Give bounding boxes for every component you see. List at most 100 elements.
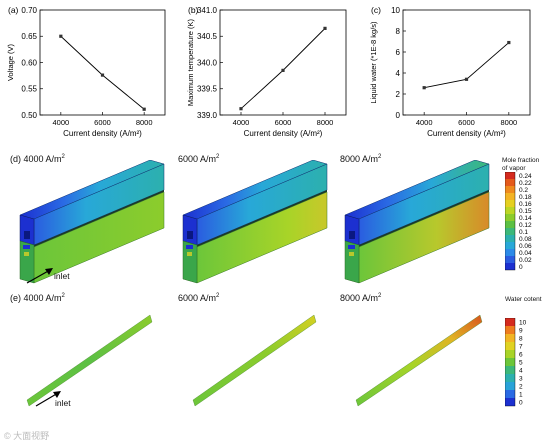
data-point — [239, 107, 243, 111]
chart-c: 0 2 4 6 8 10 4000 6000 8000 Current density (A/m²… — [369, 5, 531, 138]
vapor-fraction-renderings — [19, 160, 490, 284]
colorbar-tick-label: 0.14 — [519, 215, 532, 222]
colorbar-tick-label: 6 — [519, 351, 523, 358]
colorbar-frame — [505, 318, 516, 407]
colorbar-swatch — [505, 193, 515, 200]
membrane-line — [359, 190, 489, 247]
y-tick-label: 0.65 — [21, 32, 37, 41]
colorbar-swatch — [505, 235, 515, 242]
colorbar-tick-label: 8 — [519, 335, 523, 342]
data-point — [142, 107, 146, 111]
panel-e-label-8000: 8000 A/m2 — [340, 293, 382, 303]
y-axis-label: Voltage (V) — [6, 43, 15, 81]
y-tick-label: 0.50 — [21, 111, 37, 120]
y-tick-label: 0.70 — [21, 6, 37, 15]
membrane-strip-6000 — [192, 314, 317, 407]
y-tick-label: 0.55 — [21, 85, 37, 94]
y-tick-label: 8 — [396, 27, 401, 36]
colorbar-swatch — [505, 200, 515, 207]
colorbar-frame — [505, 172, 516, 271]
end-channel-gas — [349, 252, 354, 256]
data-point — [422, 86, 426, 90]
inlet-label-e: inlet — [55, 398, 71, 408]
y-axis-label: Liquid water (*1E-8 kg/s) — [369, 21, 378, 104]
x-axis-label: Current density (A/m²) — [63, 129, 142, 138]
colorbar-tick-label: 0.2 — [519, 187, 528, 194]
vapor-colorbar-title: Mole fraction of vapor — [502, 157, 540, 172]
series-line — [240, 28, 326, 110]
colorbar-swatch — [505, 390, 515, 398]
plot-frame — [39, 9, 166, 116]
x-tick-label: 8000 — [500, 118, 517, 127]
colorbar-tick-label: 2 — [519, 383, 523, 390]
chart-b: 339.0 339.5 340.0 340.5 341.0 4000 6000 8000 Cur… — [186, 5, 347, 138]
x-tick-label: 8000 — [317, 118, 334, 127]
colorbar-swatch — [505, 398, 515, 406]
water-content-renderings — [26, 314, 483, 407]
colorbar-tick-label: 0.08 — [519, 236, 532, 243]
colorbar-swatch — [505, 221, 515, 228]
panel-label: (a) — [8, 5, 19, 15]
colorbar-swatch — [505, 326, 515, 334]
membrane-line — [34, 190, 164, 247]
channel-block-6000 — [182, 160, 328, 284]
inlet-label-d: inlet — [54, 271, 70, 281]
data-point — [59, 34, 63, 38]
x-tick-label: 4000 — [52, 118, 69, 127]
panel-d-label-6000: 6000 A/m2 — [178, 154, 220, 164]
colorbar-swatch — [505, 207, 515, 214]
colorbar-swatch — [505, 342, 515, 350]
colorbar-swatch — [505, 186, 515, 193]
vapor-colorbar: 0.240.220.20.180.160.150.140.120.10.080.… — [505, 172, 532, 271]
chart-a: 0.50 0.55 0.60 0.65 0.70 4000 6000 8000 Current … — [6, 5, 166, 138]
end-channel-gas — [24, 252, 29, 256]
colorbar-swatch — [505, 263, 515, 270]
x-tick-label: 8000 — [136, 118, 153, 127]
colorbar-tick-label: 4 — [519, 367, 523, 374]
plot-frame — [219, 9, 347, 116]
x-axis-label: Current density (A/m²) — [244, 129, 323, 138]
colorbar-tick-label: 0.15 — [519, 208, 532, 215]
colorbar-swatch — [505, 256, 515, 263]
channel-block-8000 — [344, 160, 490, 284]
colorbar-tick-label: 0.04 — [519, 250, 532, 257]
colorbar-swatch — [505, 374, 515, 382]
y-tick-label: 341.0 — [197, 6, 218, 15]
membrane-strip-8000 — [355, 314, 483, 407]
membrane-strip-4000 — [26, 314, 153, 407]
colorbar-swatch — [505, 242, 515, 249]
data-point — [323, 26, 327, 30]
colorbar-tick-label: 10 — [519, 319, 527, 326]
inlet-arrow-e — [35, 391, 61, 407]
end-channel-lower — [348, 245, 355, 249]
data-point — [464, 77, 469, 81]
x-tick-label: 6000 — [275, 118, 292, 127]
y-tick-label: 340.5 — [197, 32, 218, 41]
colorbar-tick-label: 7 — [519, 343, 523, 350]
x-tick-label: 4000 — [416, 118, 433, 127]
colorbar-swatch — [505, 366, 515, 374]
colorbar-swatch — [505, 214, 515, 221]
colorbar-tick-label: 0 — [519, 264, 523, 271]
end-channel — [24, 231, 30, 239]
end-face-lower — [344, 240, 360, 284]
end-channel — [349, 231, 355, 239]
water-colorbar-title: Water cotent — [505, 296, 542, 303]
line-charts: 0.50 0.55 0.60 0.65 0.70 4000 6000 8000 Current … — [6, 5, 531, 138]
colorbar-tick-label: 0.12 — [519, 222, 532, 229]
series-line — [424, 42, 510, 89]
colorbar-swatch — [505, 179, 515, 186]
data-point — [100, 73, 105, 77]
y-tick-label: 6 — [396, 48, 401, 57]
panel-d-label-4000: (d) 4000 A/m2 — [10, 154, 65, 164]
end-face-lower — [19, 240, 35, 284]
inlet-arrow-d — [26, 268, 53, 284]
end-face-upper — [19, 214, 35, 246]
y-tick-label: 2 — [396, 90, 401, 99]
panel-e-label-6000: 6000 A/m2 — [178, 293, 220, 303]
colorbar-swatch — [505, 172, 515, 179]
end-face-upper — [344, 214, 360, 246]
plot-frame — [402, 9, 531, 116]
y-tick-label: 4 — [396, 69, 401, 78]
colorbar-swatch — [505, 318, 515, 326]
